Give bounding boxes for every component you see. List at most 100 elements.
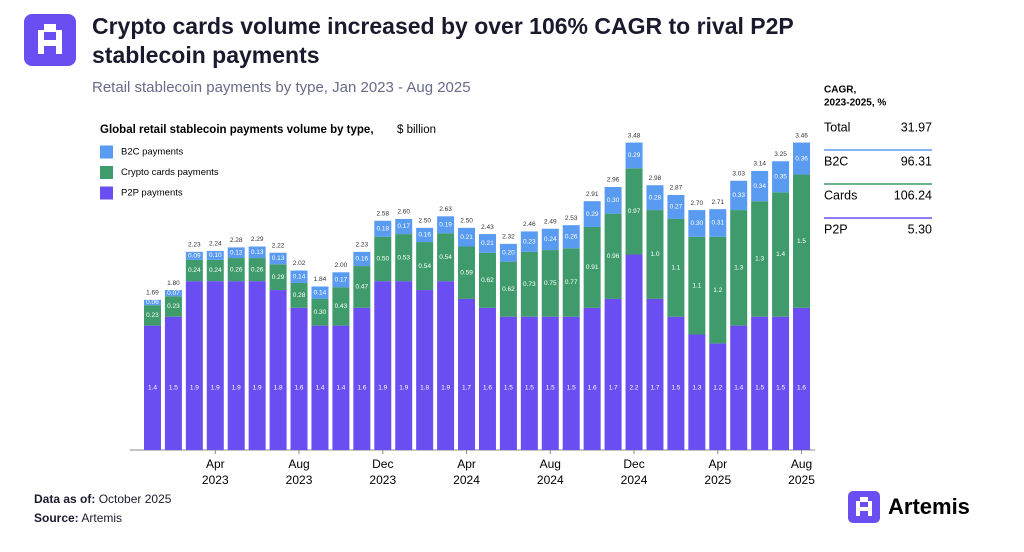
total-label: 2.49 bbox=[544, 218, 557, 225]
data-label: 0.34 bbox=[753, 183, 766, 190]
total-label: 2.23 bbox=[188, 242, 201, 249]
data-label: 0.75 bbox=[544, 280, 557, 287]
data-label: 0.16 bbox=[356, 256, 369, 263]
bar-segment bbox=[793, 307, 811, 450]
total-label: 2.32 bbox=[502, 234, 515, 241]
total-label: 2.53 bbox=[565, 215, 578, 222]
bar-segment bbox=[625, 254, 643, 450]
bar-segment bbox=[248, 281, 266, 450]
data-label: 0.29 bbox=[628, 152, 641, 159]
total-label: 1.80 bbox=[167, 280, 180, 287]
data-label: 0.16 bbox=[418, 232, 431, 239]
data-label: 0.30 bbox=[314, 309, 327, 316]
total-label: 1.69 bbox=[146, 290, 159, 297]
legend-swatch bbox=[100, 186, 113, 200]
data-label: 0.43 bbox=[335, 303, 348, 310]
bar-segment bbox=[793, 174, 811, 308]
x-tick-label: Dec 2023 bbox=[369, 457, 396, 487]
bar-segment bbox=[646, 185, 664, 211]
bar-segment bbox=[520, 231, 538, 252]
bar-segment bbox=[311, 286, 329, 299]
bar-segment bbox=[206, 259, 224, 282]
data-label: 0.09 bbox=[188, 253, 201, 260]
bar-segment bbox=[290, 282, 308, 308]
bar-segment bbox=[646, 210, 664, 299]
bar-segment bbox=[374, 220, 392, 237]
data-label: 0.35 bbox=[774, 173, 787, 180]
total-label: 2.22 bbox=[272, 242, 285, 249]
total-label: 2.98 bbox=[649, 175, 662, 182]
data-label: 1.4 bbox=[734, 385, 743, 392]
bar-segment bbox=[625, 142, 643, 169]
data-label: 0.97 bbox=[628, 208, 641, 215]
data-label: 0.07 bbox=[167, 290, 180, 297]
total-label: 2.71 bbox=[711, 199, 724, 206]
data-label: 1.7 bbox=[609, 385, 618, 392]
data-label: 0.77 bbox=[565, 279, 578, 286]
bar-segment bbox=[520, 251, 538, 317]
legend-label: P2P payments bbox=[121, 188, 183, 199]
data-label: 0.33 bbox=[732, 192, 745, 199]
data-label: 0.73 bbox=[523, 281, 536, 288]
data-label: 0.54 bbox=[418, 263, 431, 270]
data-label: 0.29 bbox=[586, 211, 599, 218]
bar-segment bbox=[353, 266, 371, 308]
data-label: 1.5 bbox=[546, 385, 555, 392]
row-value: 106.24 bbox=[894, 188, 932, 202]
bar-segment bbox=[604, 298, 622, 450]
data-label: 0.06 bbox=[146, 299, 159, 306]
bar-segment bbox=[143, 305, 161, 326]
x-tick-label: Apr 2023 bbox=[202, 457, 229, 487]
x-tick-label: Apr 2025 bbox=[704, 457, 731, 487]
bar-segment bbox=[227, 258, 245, 282]
bar-segment bbox=[688, 334, 706, 450]
bar-segment bbox=[520, 316, 538, 450]
data-label: 0.21 bbox=[481, 240, 494, 247]
data-label: 0.27 bbox=[670, 204, 683, 211]
bar-segment bbox=[269, 264, 287, 291]
bar-segment bbox=[164, 290, 182, 297]
bar-segment bbox=[458, 227, 476, 247]
bar-segment bbox=[185, 251, 203, 260]
data-label: 0.20 bbox=[502, 249, 515, 256]
data-label: 1.8 bbox=[420, 385, 429, 392]
row-label: Cards bbox=[824, 188, 857, 202]
data-label: 1.9 bbox=[253, 385, 262, 392]
bar-segment bbox=[604, 213, 622, 299]
bar-segment bbox=[374, 281, 392, 450]
data-as-of-label: Data as of: bbox=[34, 492, 96, 506]
total-label: 2.50 bbox=[460, 218, 473, 225]
data-label: 1.1 bbox=[692, 282, 701, 289]
total-label: 2.29 bbox=[251, 236, 264, 243]
data-label: 0.26 bbox=[251, 266, 264, 273]
x-tick-label: Aug 2024 bbox=[537, 457, 564, 487]
bar-segment bbox=[143, 299, 161, 306]
bar-segment bbox=[227, 281, 245, 450]
data-label: 2.2 bbox=[630, 385, 639, 392]
bar-segment bbox=[185, 259, 203, 282]
bar-segment bbox=[667, 194, 685, 219]
data-label: 1.3 bbox=[734, 265, 743, 272]
data-label: 0.13 bbox=[251, 249, 264, 256]
data-label: 1.9 bbox=[378, 385, 387, 392]
bar-segment bbox=[437, 233, 455, 282]
row-value: 96.31 bbox=[901, 154, 932, 168]
data-label: 0.13 bbox=[272, 255, 285, 262]
bar-segment bbox=[793, 142, 811, 175]
data-label: 0.47 bbox=[356, 284, 369, 291]
bar-segment bbox=[395, 281, 413, 450]
bar-segment bbox=[416, 242, 434, 291]
bar-segment bbox=[751, 316, 769, 450]
bar-segment bbox=[688, 236, 706, 335]
bar-segment bbox=[416, 227, 434, 243]
data-label: 1.1 bbox=[671, 265, 680, 272]
legend-swatch bbox=[100, 145, 113, 159]
bar-segment bbox=[478, 307, 496, 450]
data-label: 0.23 bbox=[167, 303, 180, 310]
source: Source: Artemis bbox=[34, 509, 171, 528]
total-label: 3.46 bbox=[795, 132, 808, 139]
total-label: 3.48 bbox=[628, 132, 641, 139]
data-label: 0.53 bbox=[397, 254, 410, 261]
data-label: 0.62 bbox=[481, 277, 494, 284]
legend-swatch bbox=[100, 166, 113, 179]
